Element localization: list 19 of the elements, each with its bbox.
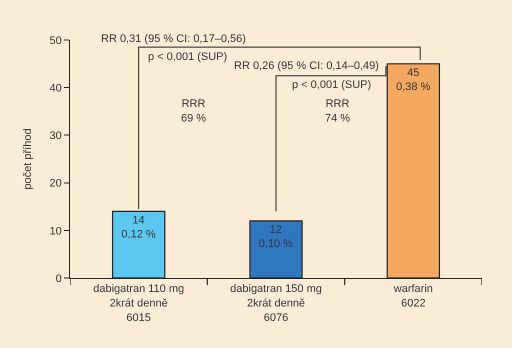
- x-tick-label: dabigatran 110 mg 2krát denně 6015: [93, 283, 184, 324]
- y-tick-label: 30: [50, 130, 62, 142]
- annotation: p < 0,001 (SUP): [148, 51, 228, 63]
- data-label: 14 0,12 %: [121, 214, 156, 241]
- x-tick-label: warfarin 6022: [392, 283, 433, 310]
- y-tick-label: 10: [50, 225, 62, 238]
- annotation: RRR 74 %: [325, 98, 350, 124]
- annotation: RRR 69 %: [181, 98, 206, 124]
- annotation: p < 0,001 (SUP): [292, 79, 372, 91]
- annotation: RR 0,26 (95 % CI: 0,14–0,49): [234, 60, 379, 72]
- y-tick-label: 50: [50, 34, 62, 47]
- data-label: 12 0,10 %: [258, 224, 294, 250]
- y-tick-label: 0: [56, 272, 62, 285]
- y-tick-label: 40: [50, 82, 62, 94]
- y-tick-label: 20: [50, 178, 62, 190]
- x-tick-label: dabigatran 150 mg 2krát denně 6076: [230, 283, 322, 324]
- data-label: 45 0,38 %: [396, 66, 431, 94]
- y-axis-title: počet příhod: [22, 128, 34, 190]
- annotation: RR 0,31 (95 % CI: 0,17–0,56): [101, 33, 246, 45]
